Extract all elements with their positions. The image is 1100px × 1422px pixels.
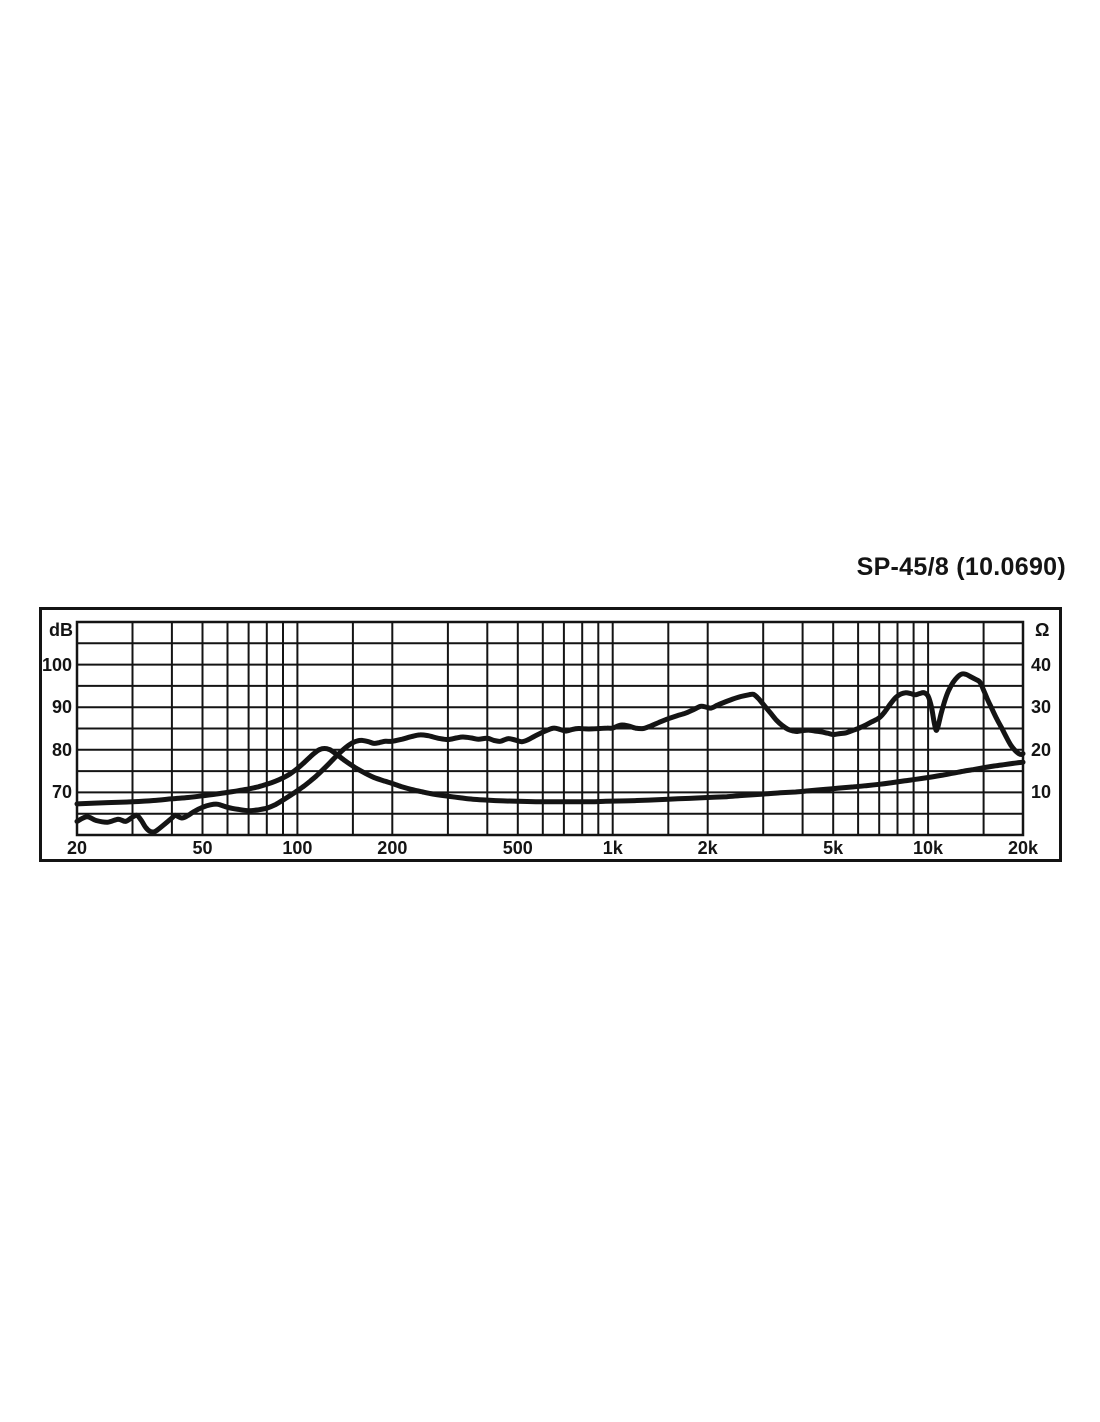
response-impedance-chart: dB Ω 100 90 80 70 40 30 20 10 20 50 100 200 500 1k 2k 5… [39,607,1062,862]
left-axis-unit-label: dB [49,620,73,640]
x-axis-tick-label: 100 [282,838,313,858]
impedance-curve [74,746,1026,807]
right-axis-tick-label: 10 [1031,782,1052,803]
right-axis-unit-label: Ω [1035,620,1050,640]
x-axis-tick-label: 200 [377,838,408,858]
x-axis-tick-label: 1k [602,838,623,858]
right-axis-tick-label: 20 [1031,739,1052,760]
x-axis-tick-label: 20k [1007,838,1039,858]
chart-canvas [39,607,1062,862]
x-axis-tick-label: 5k [823,838,844,858]
left-axis-tick-label: 70 [51,782,72,803]
x-axis-tick-label: 500 [502,838,533,858]
x-axis-tick-label: 20 [66,838,88,858]
left-axis-tick-label: 90 [51,697,72,718]
right-axis-tick-label: 40 [1031,654,1052,675]
x-axis-tick-label: 10k [913,838,944,858]
chart-title: SP-45/8 (10.0690) [856,553,1066,581]
x-axis-tick-label: 2k [697,838,718,858]
x-axis-tick-label: 50 [192,838,213,858]
frequency-response-spl-curve [74,671,1026,835]
right-axis-tick-label: 30 [1031,697,1052,718]
left-axis-tick-label: 100 [41,654,72,675]
left-axis-tick-label: 80 [51,739,72,760]
